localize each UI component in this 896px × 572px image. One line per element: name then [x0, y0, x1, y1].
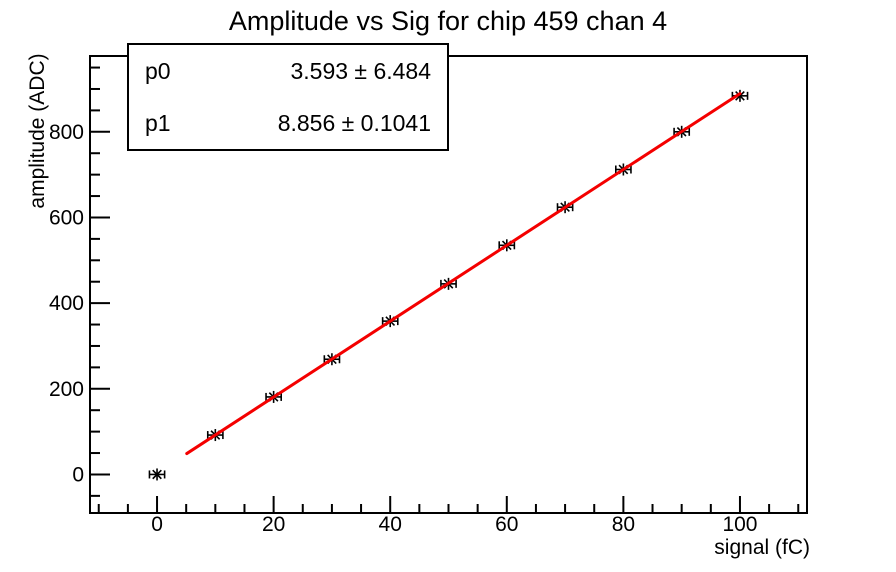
x-tick-label: 80 [612, 513, 635, 536]
p0-label: p0 [145, 57, 171, 84]
y-tick-label: 600 [49, 206, 84, 229]
x-tick-label: 0 [151, 513, 163, 536]
y-tick-label: 800 [49, 121, 84, 144]
x-minor-ticks [97, 504, 800, 513]
x-tick-label: 40 [379, 513, 402, 536]
x-tick-label: 60 [495, 513, 518, 536]
y-tick-label: 200 [49, 378, 84, 401]
y-tick-label: 400 [49, 292, 84, 315]
y-axis-title: amplitude (ADC) [26, 53, 49, 209]
p0-value: 3.593 ± 6.484 [290, 57, 431, 84]
x-tick-label: 20 [262, 513, 285, 536]
y-tick-label: 0 [72, 463, 84, 486]
p1-label: p1 [145, 109, 171, 136]
p1-value: 8.856 ± 0.1041 [277, 109, 431, 136]
y-minor-ticks [90, 66, 100, 497]
x-tick-label: 100 [722, 513, 757, 536]
stats-row-p0: p0 3.593 ± 6.484 [129, 58, 447, 85]
y-axis-ticks: 0 200 400 600 800 [49, 121, 110, 486]
x-axis-ticks: 0 20 40 60 80 100 [151, 496, 757, 536]
fit-line [185, 92, 742, 456]
fit-stats-box: p0 3.593 ± 6.484 p1 8.856 ± 0.1041 [127, 43, 449, 151]
x-axis-title: signal (fC) [714, 536, 810, 559]
stats-row-p1: p1 8.856 ± 0.1041 [129, 110, 447, 137]
plot-title: Amplitude vs Sig for chip 459 chan 4 [228, 6, 668, 36]
data-point [148, 468, 166, 481]
